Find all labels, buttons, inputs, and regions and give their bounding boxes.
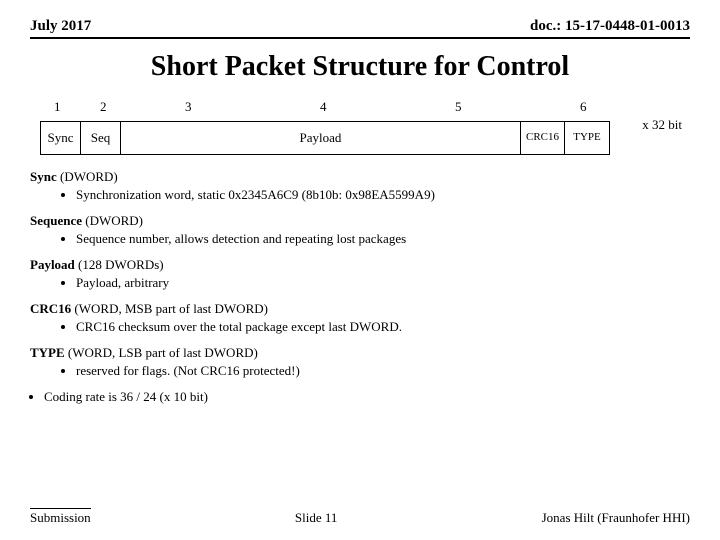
footer-slide-number: Slide 11	[91, 510, 542, 526]
packet-index-row: 1 2 3 4 5 6	[40, 99, 680, 117]
section-type: TYPE (WORD, LSB part of last DWORD) rese…	[30, 345, 690, 379]
footer-submission: Submission	[30, 508, 91, 526]
packet-diagram: 1 2 3 4 5 6 x 32 bit Sync Seq Payload CR…	[40, 99, 680, 155]
section-heading: TYPE (WORD, LSB part of last DWORD)	[30, 345, 690, 361]
section-bullet: CRC16 checksum over the total package ex…	[76, 319, 690, 335]
packet-cell-type: TYPE	[565, 122, 609, 154]
section-heading: Sync (DWORD)	[30, 169, 690, 185]
packet-index: 5	[455, 99, 462, 115]
section-heading: CRC16 (WORD, MSB part of last DWORD)	[30, 301, 690, 317]
header-doc-number: doc.: 15-17-0448-01-0013	[530, 18, 690, 35]
coding-rate-list: Coding rate is 36 / 24 (x 10 bit)	[44, 389, 690, 405]
packet-unit-label: x 32 bit	[642, 117, 682, 133]
page-title: Short Packet Structure for Control	[30, 51, 690, 83]
section-crc16: CRC16 (WORD, MSB part of last DWORD) CRC…	[30, 301, 690, 335]
packet-structure: Sync Seq Payload CRC16 TYPE	[40, 121, 610, 155]
packet-index: 3	[185, 99, 192, 115]
section-heading: Payload (128 DWORDs)	[30, 257, 690, 273]
packet-cell-seq: Seq	[81, 122, 121, 154]
header-bar: July 2017 doc.: 15-17-0448-01-0013	[30, 18, 690, 39]
section-heading: Sequence (DWORD)	[30, 213, 690, 229]
section-bullet: reserved for flags. (Not CRC16 protected…	[76, 363, 690, 379]
footer-bar: Submission Slide 11 Jonas Hilt (Fraunhof…	[30, 508, 690, 526]
packet-index: 1	[54, 99, 61, 115]
packet-cell-sync: Sync	[41, 122, 81, 154]
packet-cell-crc16: CRC16	[521, 122, 565, 154]
field-descriptions: Sync (DWORD) Synchronization word, stati…	[30, 169, 690, 405]
footer-author: Jonas Hilt (Fraunhofer HHI)	[542, 510, 690, 526]
section-sync: Sync (DWORD) Synchronization word, stati…	[30, 169, 690, 203]
section-bullet: Synchronization word, static 0x2345A6C9 …	[76, 187, 690, 203]
section-payload: Payload (128 DWORDs) Payload, arbitrary	[30, 257, 690, 291]
coding-rate: Coding rate is 36 / 24 (x 10 bit)	[44, 389, 690, 405]
header-date: July 2017	[30, 18, 91, 35]
packet-cell-payload: Payload	[121, 122, 521, 154]
section-bullet: Payload, arbitrary	[76, 275, 690, 291]
packet-index: 2	[100, 99, 107, 115]
section-bullet: Sequence number, allows detection and re…	[76, 231, 690, 247]
section-sequence: Sequence (DWORD) Sequence number, allows…	[30, 213, 690, 247]
packet-index: 4	[320, 99, 327, 115]
packet-index: 6	[580, 99, 587, 115]
